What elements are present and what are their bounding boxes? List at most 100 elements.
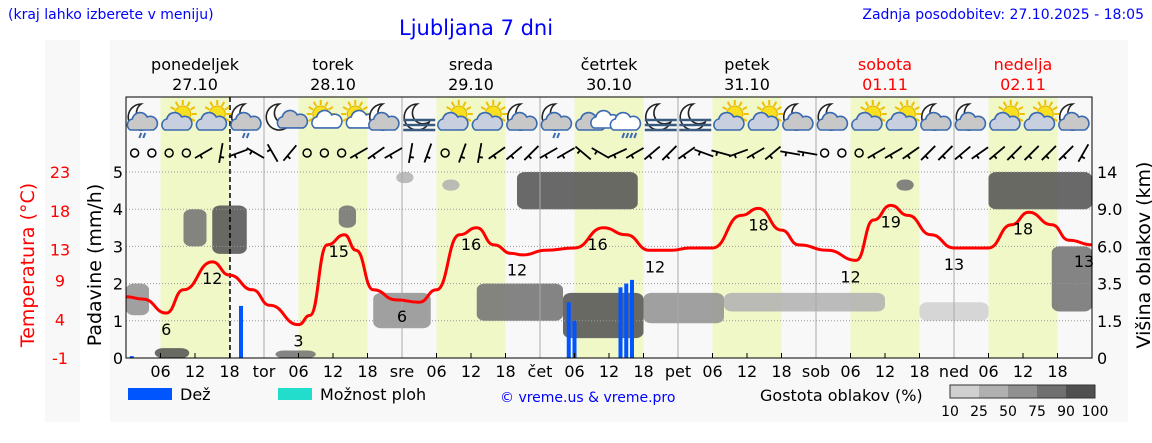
precipitation-axis-label: Padavine (mm/h) [84,184,106,347]
hour-tick-label: 18 [1047,362,1067,381]
cloud-height-tick: 14 [1097,163,1117,182]
day-short-label: sre [390,362,414,381]
temperature-label: 19 [881,212,901,231]
wind-barb-icon [246,147,265,159]
sun-cloud-icon [437,100,473,131]
wind-barb-icon [711,149,732,157]
moon-cloud-rain-icon [230,103,262,139]
hour-tick-label: 06 [150,362,170,381]
moon-cloud-icon [368,103,400,131]
temperature-label: 6 [397,307,407,326]
rain-bar [129,356,134,358]
sun-cloud-icon [989,100,1025,131]
cloud-patch [896,179,914,191]
temperature-label: 16 [461,235,481,254]
wind-barb-icon [539,147,558,159]
rain-bar [566,302,571,358]
hour-tick-label: 18 [495,362,515,381]
precipitation-tick: 3 [113,237,123,256]
moon-cloud-icon [954,103,987,131]
copyright-link: © vreme.us & vreme.pro [500,390,675,406]
density-tick: 90 [1057,404,1075,420]
moon-cloud-icon [816,103,849,131]
temperature-label: 18 [748,215,768,234]
moon-cloud-rain-icon [126,103,159,139]
wind-barb-icon [694,148,714,158]
wind-barb-icon [608,147,628,159]
temperature-label: 16 [587,235,607,254]
wind-barb-icon [643,145,661,161]
temperature-label: 3 [293,332,303,351]
temp-axis-bg [45,40,80,422]
wind-barb-icon [556,147,575,159]
precipitation-tick: 4 [113,200,123,219]
hour-tick-label: 12 [737,362,757,381]
density-tick: 25 [970,404,988,420]
menu-hint[interactable]: (kraj lahko izberete v meniju) [8,7,214,23]
hour-tick-label: 12 [1013,362,1033,381]
density-swatch [979,385,1008,398]
cloud-patch [517,172,638,210]
temperature-label: 6 [161,320,171,339]
hour-tick-label: 18 [909,362,929,381]
density-swatch [1066,385,1095,398]
cloud-patch [154,348,190,358]
hour-tick-label: 18 [633,362,653,381]
hour-tick-label: 06 [702,362,722,381]
wind-calm-icon [854,148,864,158]
density-swatch [1008,385,1037,398]
cloud-height-tick: 3.5 [1097,275,1122,294]
moon-cloud-icon [1058,103,1090,131]
temperature-line [125,203,1093,327]
hour-tick-label: 12 [461,362,481,381]
day-name: sobota [858,55,912,74]
wind-barb-icon [1023,145,1040,161]
rain-bar [624,283,629,358]
wind-barb-icon [884,147,903,159]
temperature-tick: 4 [55,310,65,329]
day-name: četrtek [581,55,639,74]
wind-barb-icon [488,146,506,160]
cloud-patch [476,283,563,321]
wind-barb-icon [266,143,279,163]
wind-barb-icon [797,150,818,157]
wind-calm-icon [147,148,157,158]
wind-calm-icon [837,148,847,158]
sun-cloud-icon [161,100,197,131]
temperature-tick: 23 [50,163,70,182]
density-swatch [950,385,979,398]
day-short-label: ned [939,362,969,381]
cloud-height-tick: 6.0 [1097,237,1122,256]
temperature-label: 15 [329,242,349,261]
hour-tick-label: 06 [840,362,860,381]
day-name: nedelja [994,55,1053,74]
moon-small-cloud-icon [265,103,309,131]
hour-tick-label: 06 [288,362,308,381]
wind-barb-icon [574,145,592,161]
hour-tick-label: 06 [978,362,998,381]
wind-barb-icon [988,145,1006,161]
wind-calm-icon [336,148,347,158]
day-short-label: sob [802,362,830,381]
density-swatch [1037,385,1066,398]
rain-legend-label: Dež [180,385,211,404]
cloud-height-tick: 1.5 [1097,312,1122,331]
rain-bar [239,305,243,358]
moon-fog-icon [679,103,712,132]
wind-barb-icon [523,145,540,161]
wind-barb-icon [937,145,954,161]
density-scale-frame [949,384,1096,399]
plot-frame [125,96,1093,359]
precipitation-tick: 0 [113,349,123,368]
temperature-label: 12 [202,269,222,288]
precipitation-tick: 2 [113,275,123,294]
page-title: Ljubljana 7 dni [399,16,554,40]
temperature-label: 13 [1074,252,1094,271]
day-date: 01.11 [862,75,908,94]
moon-cloud-icon [782,103,814,131]
hour-tick-label: 12 [185,362,205,381]
temperature-tick: 13 [50,241,70,260]
wind-calm-icon [319,148,330,158]
moon-cloud-rain-icon [540,103,573,139]
